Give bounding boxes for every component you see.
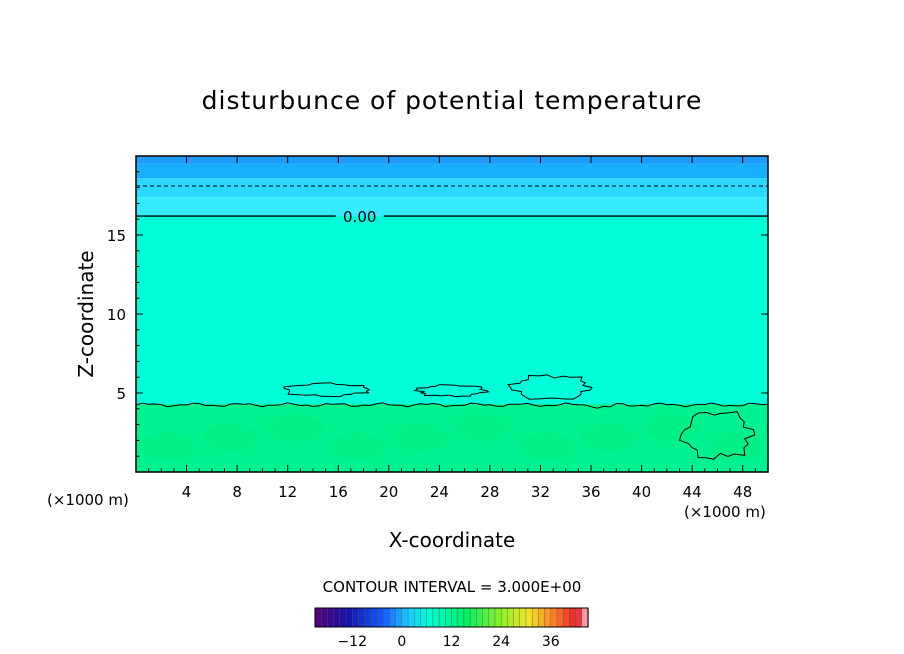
- contour-blob-1: [412, 384, 490, 398]
- colorbar-cell-21: [445, 607, 453, 628]
- colorbar-cell-39: [556, 607, 564, 628]
- colorbar-cell-1: [321, 607, 329, 628]
- colorbar-cell-40: [562, 607, 571, 628]
- x-tick-label-11: 48: [733, 483, 752, 501]
- y-tick-label-0: 5: [116, 385, 126, 403]
- value-band-2: [136, 178, 768, 198]
- lower-shade-5: [455, 413, 512, 442]
- x-tick-label-10: 44: [683, 483, 702, 501]
- colorbar-tick-label-2: 12: [443, 634, 461, 650]
- colorbar-cell-26: [476, 607, 484, 628]
- colorbar-cell-4: [339, 607, 347, 628]
- x-tick-label-0: 4: [182, 483, 192, 501]
- colorbar-cell-29: [494, 607, 502, 628]
- lower-shade-0: [139, 432, 196, 461]
- x-axis-label: X-coordinate: [388, 528, 516, 552]
- colorbar-tick-label-3: 24: [492, 634, 510, 650]
- x-tick-label-5: 24: [430, 483, 449, 501]
- colorbar-cell-6: [352, 607, 360, 628]
- lower-shade-6: [518, 432, 575, 461]
- colorbar-cell-5: [345, 607, 353, 628]
- x-tick-label-7: 32: [531, 483, 550, 501]
- contour-blob-0: [283, 382, 371, 398]
- value-band-4: [136, 216, 768, 405]
- colorbar-cell-8: [364, 607, 372, 628]
- colorbar-cell-24: [463, 607, 471, 628]
- colorbar-cell-14: [401, 607, 409, 628]
- colorbar-cell-17: [420, 607, 428, 628]
- colorbar-cell-38: [550, 607, 558, 628]
- colorbar-cell-32: [513, 607, 521, 628]
- lower-shade-9: [708, 432, 765, 461]
- colorbar-cell-2: [327, 607, 335, 628]
- lower-shade-4: [392, 423, 449, 452]
- colorbar-cell-13: [395, 607, 403, 628]
- colorbar-cell-27: [482, 607, 490, 628]
- contour-interval-text: CONTOUR INTERVAL = 3.000E+00: [322, 578, 582, 596]
- colorbar-cell-10: [376, 607, 384, 628]
- value-band-0: [136, 156, 768, 164]
- colorbar-tick-label-1: 0: [397, 634, 406, 650]
- colorbar-cell-42: [575, 607, 583, 628]
- lower-shade-7: [582, 423, 638, 452]
- colorbar-cell-15: [407, 607, 415, 628]
- lower-shade-2: [266, 413, 322, 442]
- colorbar-cell-19: [432, 607, 440, 628]
- colorbar-cell-35: [531, 607, 540, 628]
- x-axis-unit-right: (×1000 m): [684, 503, 766, 521]
- value-band-5: [136, 404, 768, 472]
- contour-blob-2: [506, 374, 593, 400]
- base-contour: [135, 402, 769, 409]
- colorbar-cell-31: [507, 607, 515, 628]
- y-tick-label-1: 10: [107, 306, 126, 324]
- colorbar-cell-22: [451, 607, 459, 628]
- colorbar-cell-20: [438, 607, 446, 628]
- x-tick-label-9: 40: [632, 483, 651, 501]
- x-tick-label-2: 12: [278, 483, 297, 501]
- x-tick-label-1: 8: [232, 483, 242, 501]
- colorbar-cell-3: [333, 607, 341, 628]
- colorbar-cell-41: [569, 607, 577, 628]
- lower-shade-1: [202, 423, 259, 452]
- value-band-1: [136, 163, 768, 179]
- x-tick-label-4: 20: [379, 483, 398, 501]
- colorbar-cell-37: [544, 607, 552, 628]
- chart-title: disturbunce of potential temperature: [201, 86, 703, 115]
- colorbar-cell-9: [370, 607, 378, 628]
- contour-blob-3: [679, 411, 756, 460]
- colorbar-cell-11: [383, 607, 391, 628]
- colorbar-cell-28: [488, 607, 496, 628]
- colorbar-cell-33: [519, 607, 527, 628]
- colorbar-cell-12: [389, 607, 397, 628]
- colorbar-cell-16: [414, 607, 422, 628]
- y-tick-label-2: 15: [107, 227, 126, 245]
- colorbar-cell-18: [426, 607, 434, 628]
- colorbar-cell-7: [358, 607, 366, 628]
- colorbar-cell-43: [581, 607, 589, 628]
- x-tick-label-6: 28: [480, 483, 499, 501]
- colorbar-cell-0: [314, 607, 322, 628]
- x-tick-label-8: 36: [581, 483, 600, 501]
- colorbar-tick-label-4: 36: [542, 634, 560, 650]
- x-tick-label-3: 16: [329, 483, 348, 501]
- lower-shade-3: [329, 432, 386, 461]
- colorbar-tick-label-0: −12: [337, 634, 367, 650]
- lower-shade-8: [645, 413, 702, 442]
- colorbar-cell-36: [538, 607, 546, 628]
- zero-contour-label: 0.00: [343, 208, 376, 226]
- colorbar-frame: [314, 607, 589, 628]
- x-axis-unit-left: (×1000 m): [47, 491, 129, 509]
- colorbar-cell-34: [525, 607, 533, 628]
- value-band-3: [136, 197, 768, 217]
- colorbar-cell-23: [457, 607, 465, 628]
- colorbar-cell-25: [469, 607, 478, 628]
- colorbar-cell-30: [500, 607, 509, 628]
